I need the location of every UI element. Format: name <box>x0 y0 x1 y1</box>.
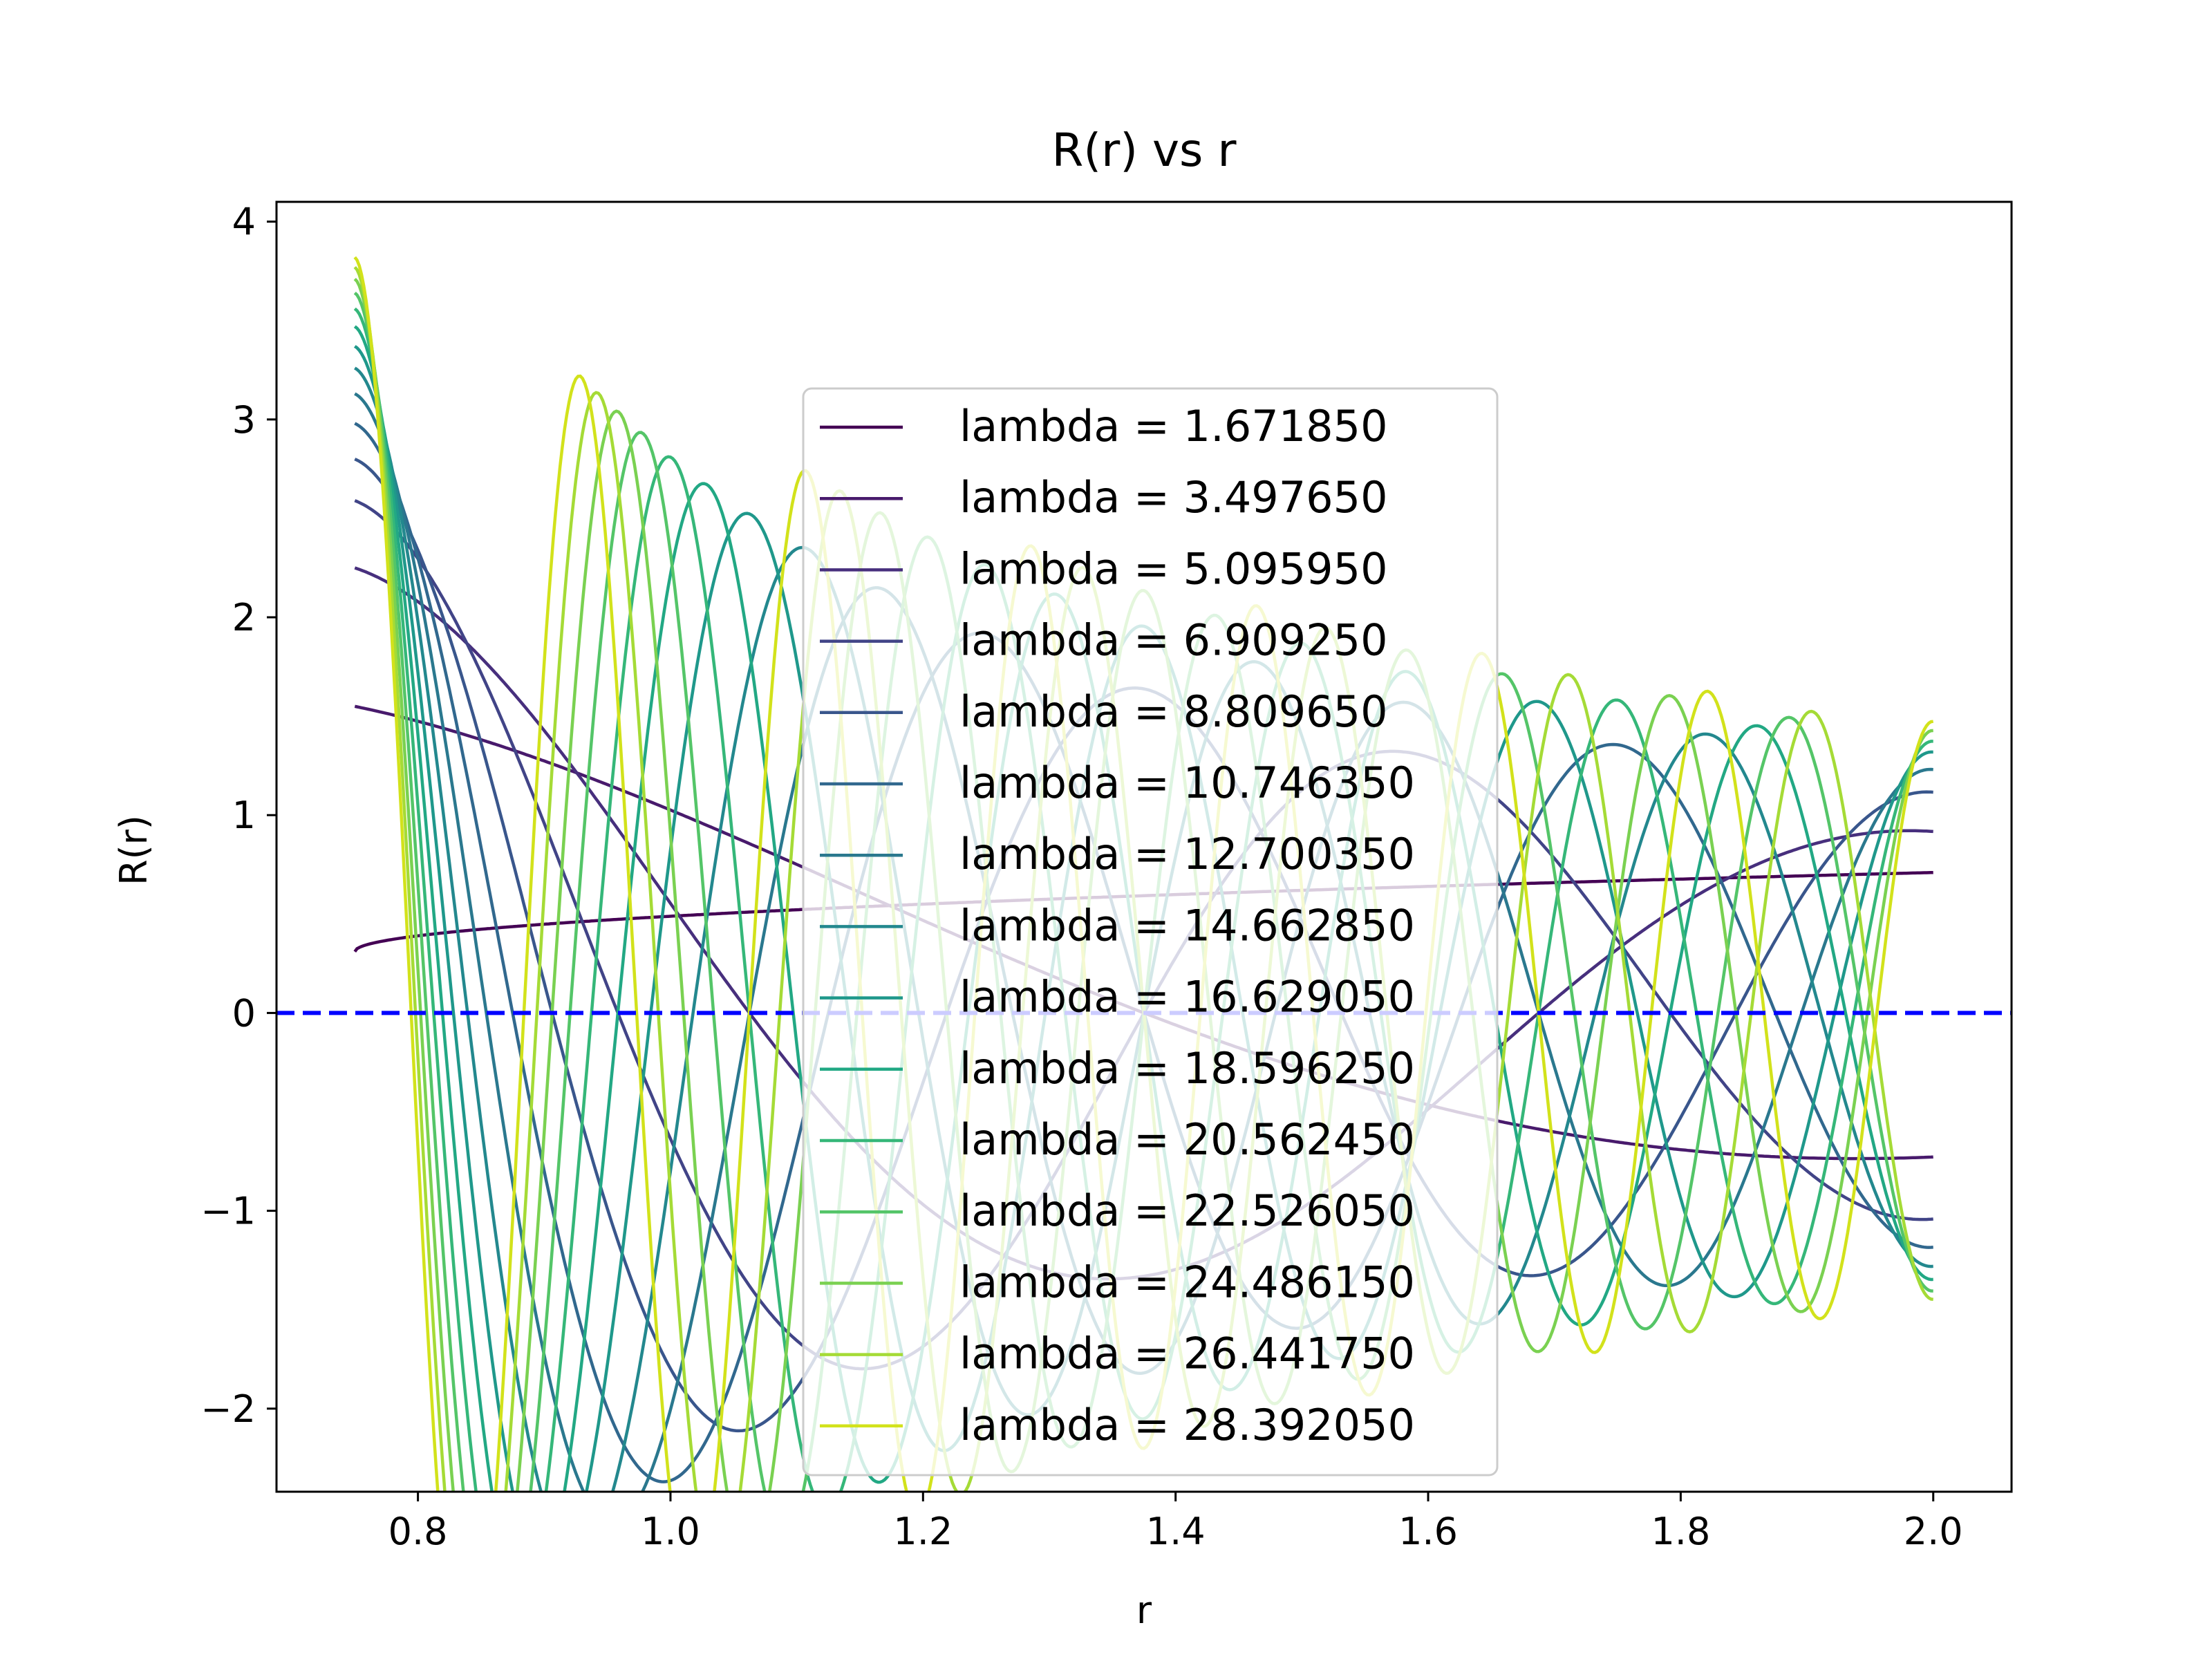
y-tick-label: 3 <box>232 398 256 442</box>
x-tick-label: 1.4 <box>1146 1510 1206 1553</box>
legend-label-9: lambda = 18.596250 <box>959 1043 1415 1094</box>
legend-label-11: lambda = 22.526050 <box>959 1185 1415 1236</box>
y-tick-label: 2 <box>232 596 256 639</box>
legend-label-13: lambda = 26.441750 <box>959 1329 1415 1379</box>
x-tick-label: 2.0 <box>1904 1510 1963 1553</box>
axes-frame <box>275 200 2013 1493</box>
x-tick-label: 1.8 <box>1651 1510 1710 1553</box>
y-tick-label: −2 <box>200 1387 256 1431</box>
legend-label-6: lambda = 12.700350 <box>959 829 1415 879</box>
legend-label-12: lambda = 24.486150 <box>959 1257 1415 1307</box>
y-axis-label: R(r) <box>112 815 156 885</box>
y-tick-label: 4 <box>232 200 256 244</box>
legend-label-1: lambda = 3.497650 <box>959 472 1388 523</box>
x-axis-label: r <box>1136 1588 1152 1632</box>
legend-label-3: lambda = 6.909250 <box>959 615 1388 666</box>
legend-label-8: lambda = 16.629050 <box>959 972 1415 1022</box>
x-tick-label: 1.6 <box>1398 1510 1458 1553</box>
y-tick-label: −1 <box>200 1190 256 1233</box>
y-tick-label: 0 <box>232 991 256 1035</box>
legend: lambda = 1.671850 lambda = 3.497650 lambda… <box>802 387 1499 1477</box>
x-tick-label: 1.2 <box>893 1510 953 1553</box>
legend-label-0: lambda = 1.671850 <box>959 401 1388 451</box>
x-tick-label: 1.0 <box>641 1510 700 1553</box>
chart-title: R(r) vs r <box>1051 124 1237 177</box>
legend-label-4: lambda = 8.809650 <box>959 686 1388 737</box>
legend-label-10: lambda = 20.562450 <box>959 1114 1415 1165</box>
legend-label-5: lambda = 10.746350 <box>959 758 1415 808</box>
legend-label-14: lambda = 28.392050 <box>959 1400 1415 1450</box>
x-tick-label: 0.8 <box>388 1510 448 1553</box>
y-tick-label: 1 <box>232 794 256 837</box>
legend-box <box>802 387 1499 1477</box>
legend-label-7: lambda = 14.662850 <box>959 900 1415 950</box>
legend-label-2: lambda = 5.095950 <box>959 543 1388 594</box>
